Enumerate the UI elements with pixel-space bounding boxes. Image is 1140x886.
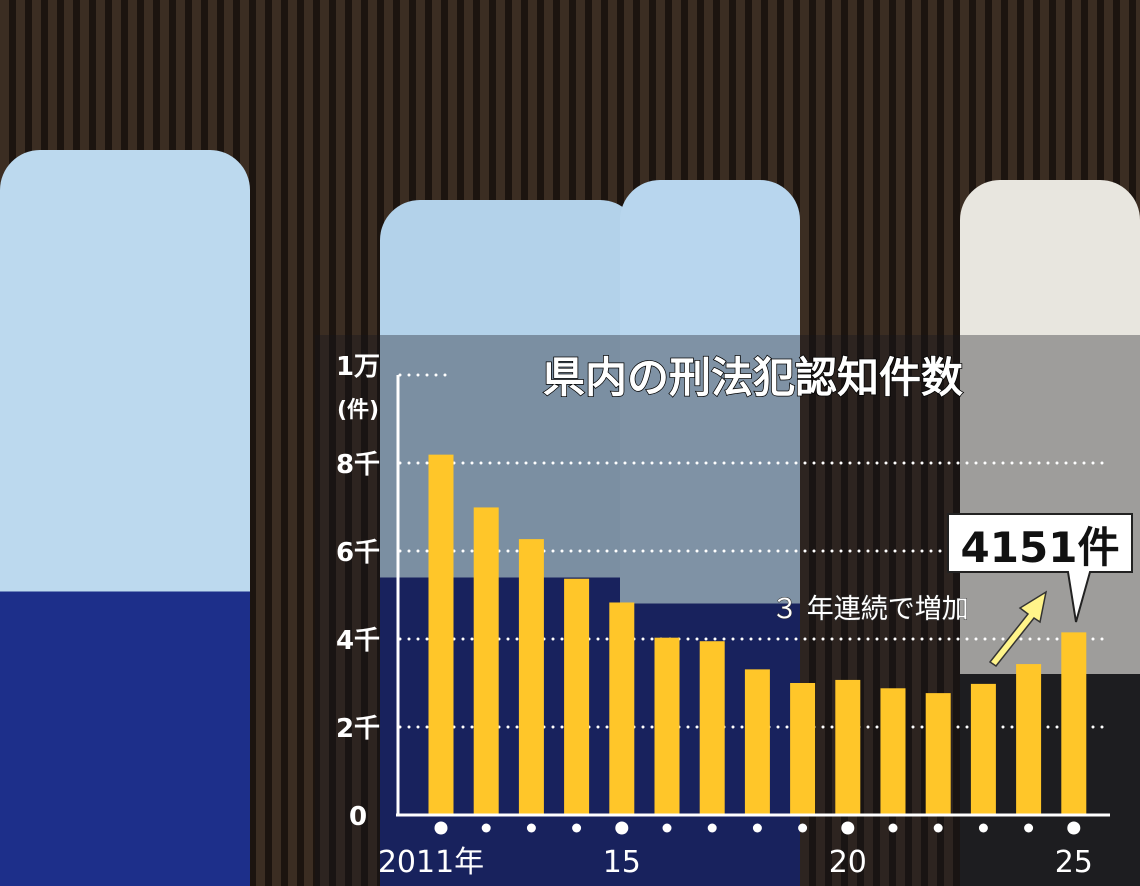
year-tick-dot [572, 823, 582, 833]
year-tick-dot [933, 823, 943, 833]
year-tick-dot [978, 823, 988, 833]
year-tick-dot [526, 823, 536, 833]
bar-2021 [880, 688, 906, 815]
callout-box [947, 513, 1133, 623]
callout: 4151件 [947, 513, 1133, 623]
y-tick-label: 0 [349, 802, 367, 832]
bar-2014 [564, 578, 590, 815]
bar-2022 [925, 693, 951, 815]
bar-2013 [518, 539, 544, 815]
officer-left [0, 150, 250, 886]
year-tick-dot [615, 821, 629, 835]
bar-2016 [654, 637, 680, 815]
bar-2019 [790, 683, 816, 815]
year-tick-dot [888, 823, 898, 833]
year-tick-dot [1067, 821, 1081, 835]
trend-note: ３ 年連続で増加 [771, 594, 969, 625]
year-tick-dot [434, 821, 448, 835]
x-tick-label: 15 [603, 845, 641, 880]
callout-label: 4151件 [961, 523, 1120, 572]
bar-2025 [1061, 632, 1087, 815]
y-axis-unit: (件) [337, 398, 379, 423]
bar-2018 [744, 669, 770, 815]
bar-2020 [835, 679, 861, 815]
year-tick-dot [707, 823, 717, 833]
y-tick-label: 8千 [336, 450, 380, 480]
x-tick-label: 25 [1055, 845, 1093, 880]
chart-title: 県内の刑法犯認知件数 [543, 353, 963, 402]
x-tick-label: 20 [829, 845, 867, 880]
bar-2011 [428, 454, 454, 815]
bar-2023 [970, 683, 996, 815]
year-tick-dot [752, 823, 762, 833]
bar-2012 [473, 507, 499, 815]
y-tick-label: 1万 [336, 352, 380, 382]
y-tick-label: 2千 [336, 714, 380, 744]
year-tick-dot [1024, 823, 1034, 833]
year-tick-dot [662, 823, 672, 833]
bar-2017 [699, 641, 725, 815]
year-tick-dot [481, 823, 491, 833]
year-tick-dot [798, 823, 808, 833]
x-tick-label: 2011年 [378, 845, 484, 880]
y-tick-label: 6千 [336, 538, 380, 568]
year-tick-dot [841, 821, 855, 835]
bar-2024 [1016, 664, 1042, 815]
officer-center [380, 200, 640, 886]
trend-arrow-icon [988, 590, 1048, 668]
bar-2015 [609, 602, 635, 815]
y-tick-label: 4千 [336, 626, 380, 656]
